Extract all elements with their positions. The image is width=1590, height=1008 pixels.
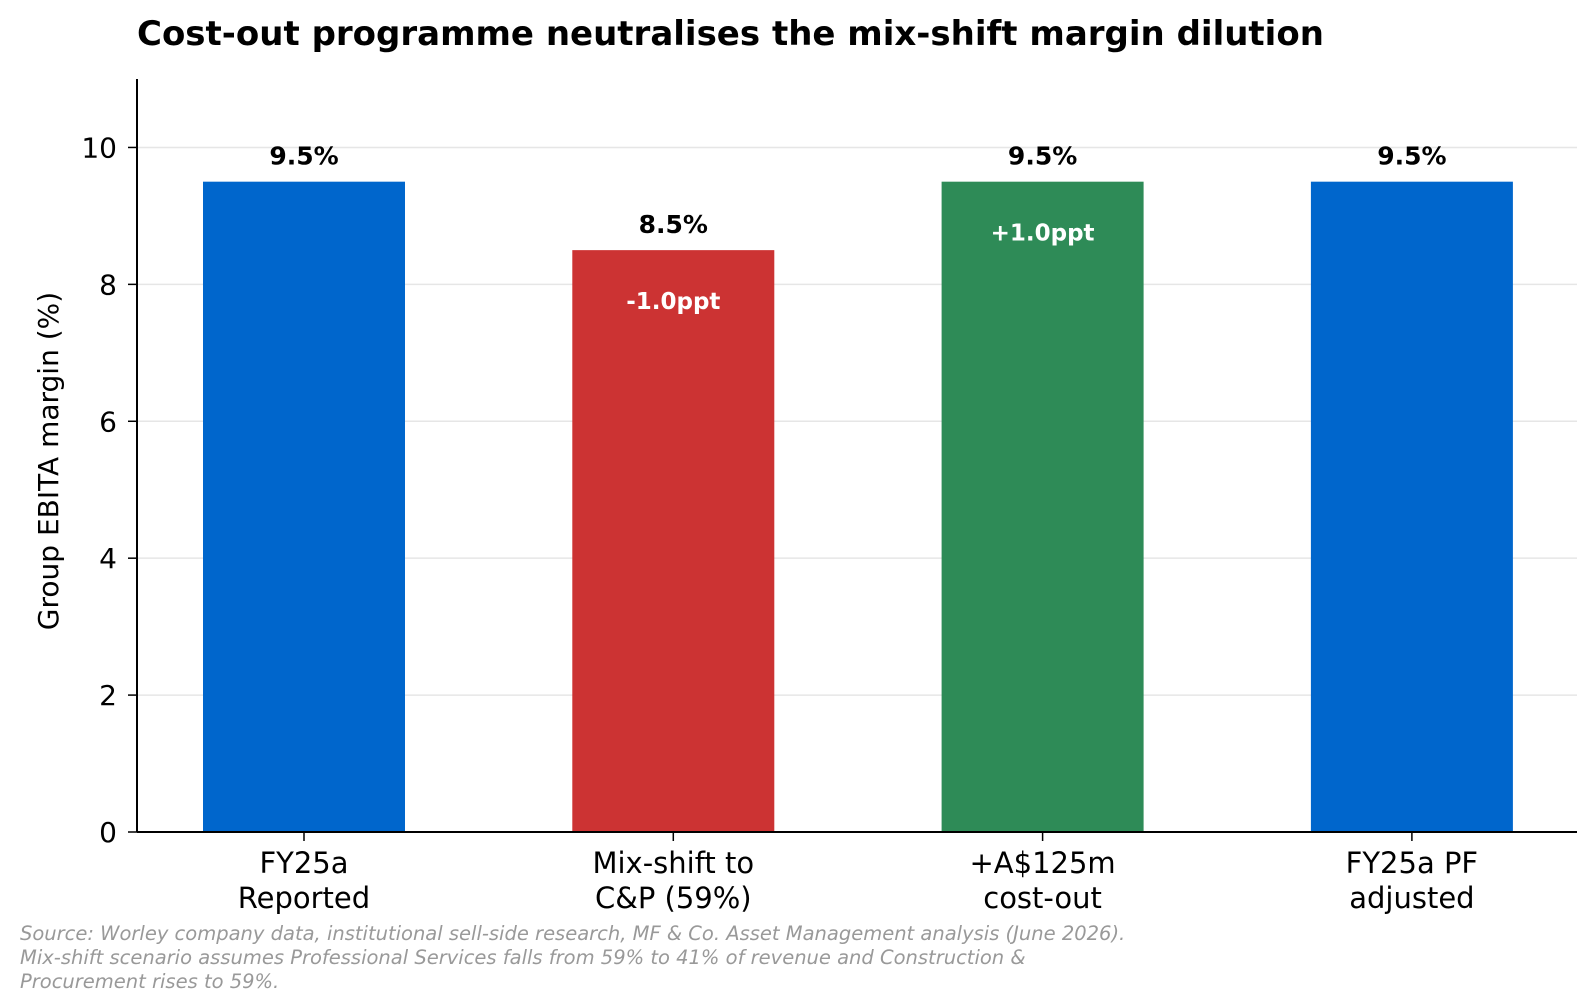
x-tick-label: Reported [238, 881, 370, 915]
footnote-line: Procurement rises to 59%. [20, 970, 280, 993]
bar-value-label: 9.5% [269, 142, 338, 171]
bar-delta-label: +1.0ppt [991, 221, 1095, 247]
bar [1310, 181, 1513, 832]
source-footnote: Source: Worley company data, institution… [20, 922, 1125, 994]
bar-value-label: 8.5% [639, 210, 708, 239]
bar [203, 181, 405, 832]
footnote-line: Source: Worley company data, institution… [20, 922, 1126, 945]
x-tick-label: FY25a [259, 846, 348, 880]
bars [203, 181, 1513, 833]
bar-delta-label: -1.0ppt [626, 289, 720, 315]
x-tick-label: Mix-shift to [592, 846, 754, 880]
y-tick-label: 10 [81, 131, 117, 164]
x-tick-label: +A$125m [969, 846, 1115, 880]
bar-value-label: 9.5% [1008, 142, 1077, 171]
y-tick-label: 2 [99, 679, 117, 712]
bar [941, 181, 1144, 832]
data-labels: 9.5% 8.5% -1.0ppt 9.5% +1.0ppt 9.5% [269, 142, 1446, 315]
footnote-line: Mix-shift scenario assumes Professional … [20, 946, 1026, 969]
x-tick-label: adjusted [1349, 881, 1474, 915]
x-tick-label: C&P (59%) [595, 881, 752, 915]
y-tick-label: 6 [99, 405, 117, 438]
y-axis-label: Group EBITA margin (%) [32, 292, 65, 630]
y-tick-label: 8 [99, 268, 117, 301]
chart-title: Cost-out programme neutralises the mix-s… [137, 14, 1324, 54]
bar [572, 250, 775, 833]
y-tick-label: 4 [99, 542, 117, 575]
bar-value-label: 9.5% [1377, 142, 1446, 171]
y-tick-label: 0 [99, 816, 117, 849]
x-tick-label: FY25a PF [1346, 846, 1478, 880]
x-tick-label: cost-out [983, 881, 1102, 915]
